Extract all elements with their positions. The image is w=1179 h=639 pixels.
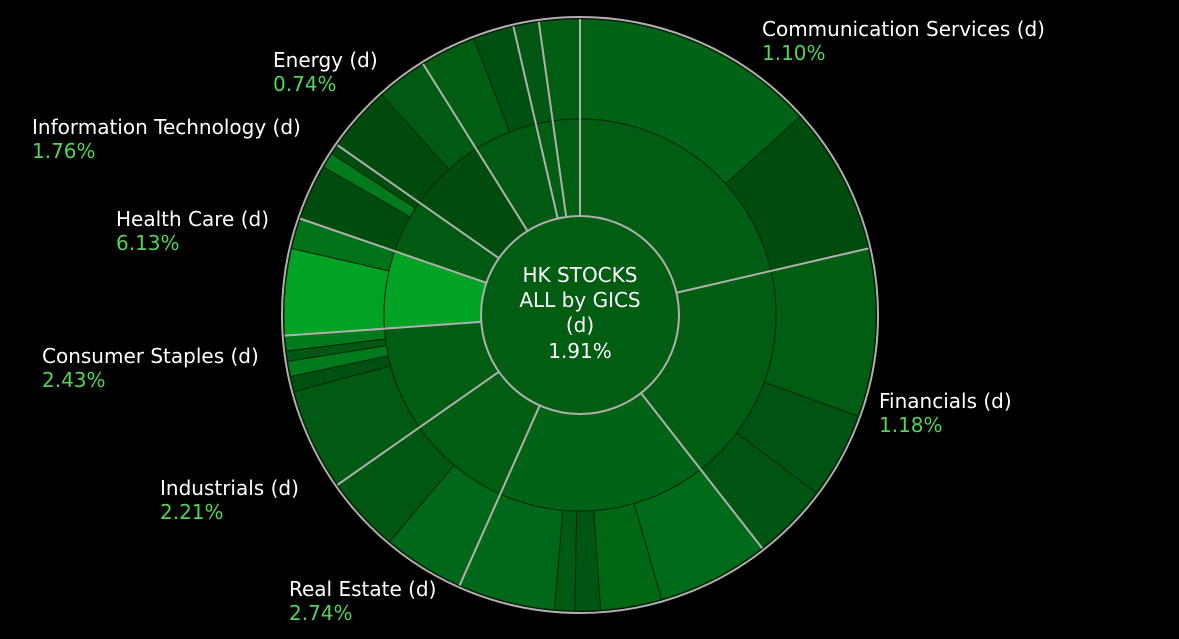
center-label: HK STOCKS ALL by GICS (d) 1.91% <box>519 263 640 363</box>
sector-separator <box>422 63 529 232</box>
sector-separator <box>458 405 541 586</box>
center-title-line-3: (d) <box>566 313 594 337</box>
sector-label-health-care[interactable]: Health Care (d) 6.13% <box>116 207 269 255</box>
sector-name: Health Care (d) <box>116 207 269 231</box>
sector-separator <box>336 370 500 486</box>
sector-change: 2.43% <box>42 368 106 392</box>
sector-separator <box>676 247 869 294</box>
center-disc <box>480 215 680 415</box>
sector-label-communication-services[interactable]: Communication Services (d) 1.10% <box>762 17 1045 65</box>
sector-name: Consumer Staples (d) <box>42 344 259 368</box>
sector-name: Information Technology (d) <box>32 115 301 139</box>
sector-label-energy[interactable]: Energy (d) 0.74% <box>273 48 378 96</box>
center-value: 1.91% <box>548 339 612 363</box>
center-title-line-2: ALL by GICS <box>519 288 640 312</box>
sector-change: 6.13% <box>116 231 180 255</box>
sector-name: Industrials (d) <box>160 476 299 500</box>
sector-separator <box>336 144 500 260</box>
sector-name: Real Estate (d) <box>289 577 436 601</box>
sector-separator <box>537 21 568 218</box>
chart-outer-border <box>281 16 879 614</box>
sector-change: 1.10% <box>762 41 826 65</box>
sector-name: Financials (d) <box>879 389 1012 413</box>
sector-label-real-estate[interactable]: Real Estate (d) 2.74% <box>289 577 436 625</box>
center-title-line-1: HK STOCKS <box>523 263 638 287</box>
sector-ring <box>284 19 869 586</box>
sector-change: 2.74% <box>289 601 353 625</box>
sector-label-industrials[interactable]: Industrials (d) 2.21% <box>160 476 299 524</box>
sector-label-consumer-staples[interactable]: Consumer Staples (d) 2.43% <box>42 344 259 392</box>
sector-name: Communication Services (d) <box>762 17 1045 41</box>
sector-separator <box>512 26 559 219</box>
sector-separator <box>640 392 764 549</box>
sector-change: 2.21% <box>160 500 224 524</box>
sector-separator <box>284 320 482 337</box>
sector-change: 1.76% <box>32 139 96 163</box>
sector-change: 1.18% <box>879 413 943 437</box>
sector-labels: Communication Services (d) 1.10% Financi… <box>32 17 1045 625</box>
sector-name: Energy (d) <box>273 48 378 72</box>
sector-change: 0.74% <box>273 72 337 96</box>
sector-separator <box>299 217 487 284</box>
sector-label-information-technology[interactable]: Information Technology (d) 1.76% <box>32 115 301 163</box>
sector-label-financials[interactable]: Financials (d) 1.18% <box>879 389 1012 437</box>
